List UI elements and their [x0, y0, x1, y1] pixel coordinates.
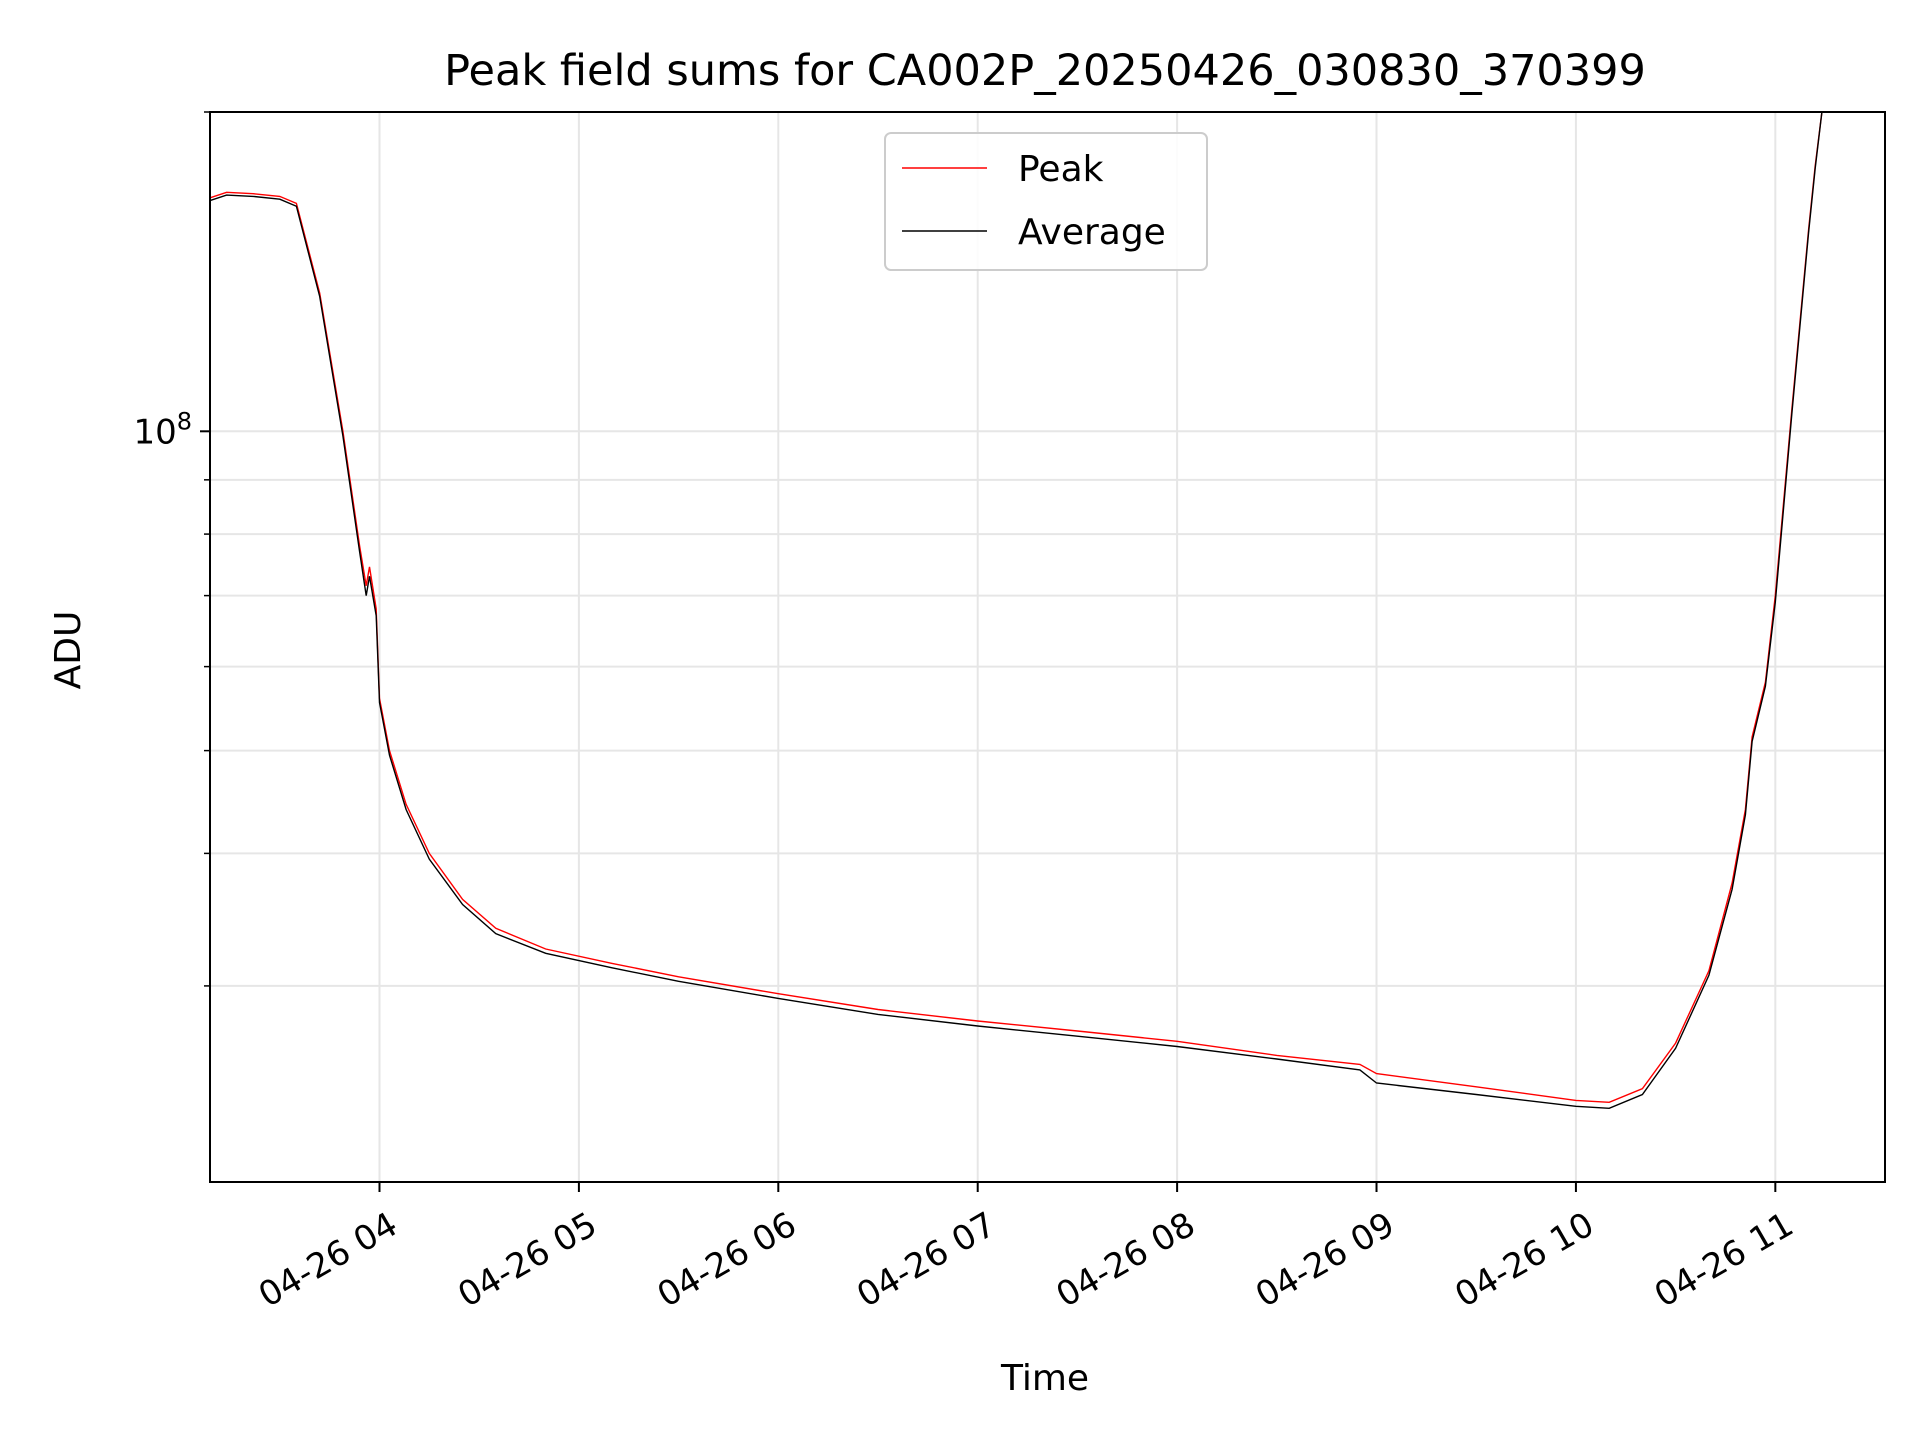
x-tick-label: 04-26 06: [651, 1205, 803, 1316]
y-axis-label: ADU: [48, 611, 89, 690]
series-line-average: [209, 111, 1823, 1110]
y-tick-label: 108: [133, 407, 192, 452]
x-tick-label: 04-26 11: [1648, 1205, 1800, 1316]
x-tick-label: 04-26 08: [1050, 1205, 1202, 1316]
legend-box: [884, 132, 1208, 271]
legend: Peak Average: [884, 132, 1208, 271]
legend-label-peak: Peak: [1018, 149, 1104, 190]
x-axis-label: Time: [1000, 1358, 1089, 1399]
chart-title: Peak field sums for CA002P_20250426_0308…: [444, 46, 1646, 96]
axis-ticks: 04-26 04 04-26 05 04-26 06 04-26 07 04-26 08…: [133, 111, 1800, 1316]
grid: [210, 111, 1885, 1182]
x-tick-label: 04-26 05: [451, 1205, 603, 1316]
x-tick-label: 04-26 07: [850, 1205, 1002, 1316]
x-tick-label: 04-26 09: [1249, 1205, 1401, 1316]
x-tick-label: 04-26 10: [1448, 1205, 1600, 1316]
x-tick-label: 04-26 04: [252, 1205, 404, 1316]
plot-frame: [209, 111, 1886, 1183]
legend-label-average: Average: [1018, 212, 1166, 253]
series-layer: [209, 111, 1823, 1110]
